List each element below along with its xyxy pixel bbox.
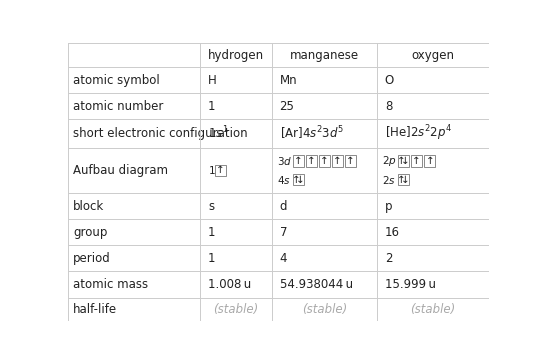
Text: ↓: ↓ — [296, 175, 305, 184]
Text: atomic mass: atomic mass — [73, 278, 148, 291]
Text: ↑: ↑ — [346, 156, 355, 166]
Bar — [398, 174, 409, 186]
Bar — [411, 156, 422, 167]
Bar — [345, 156, 356, 167]
Text: block: block — [73, 200, 104, 213]
Bar — [398, 156, 409, 167]
Text: $2p$: $2p$ — [382, 154, 397, 168]
Text: (stable): (stable) — [411, 303, 456, 316]
Bar — [424, 156, 435, 167]
Text: s: s — [208, 200, 214, 213]
Text: hydrogen: hydrogen — [208, 49, 264, 62]
Text: ↑: ↑ — [425, 156, 434, 166]
Text: ↑: ↑ — [294, 156, 303, 166]
Text: 4: 4 — [280, 252, 287, 265]
Text: ↑: ↑ — [320, 156, 329, 166]
Text: $[\mathrm{He}]2s^{2}2p^{4}$: $[\mathrm{He}]2s^{2}2p^{4}$ — [385, 123, 452, 143]
Text: 1: 1 — [208, 100, 216, 113]
Text: H: H — [208, 74, 217, 87]
Bar — [306, 156, 317, 167]
Text: ↑: ↑ — [333, 156, 342, 166]
Bar — [332, 156, 343, 167]
Bar — [293, 174, 304, 186]
Text: 15.999 u: 15.999 u — [385, 278, 435, 291]
Text: O: O — [385, 74, 394, 87]
Text: $1s^{1}$: $1s^{1}$ — [208, 125, 229, 142]
Text: ↑: ↑ — [412, 156, 421, 166]
Text: ↑: ↑ — [397, 156, 406, 166]
Text: ↑: ↑ — [397, 175, 406, 184]
Text: p: p — [385, 200, 392, 213]
Text: ↑: ↑ — [292, 175, 301, 184]
Text: 1: 1 — [208, 226, 216, 239]
Text: manganese: manganese — [290, 49, 359, 62]
Text: 1: 1 — [208, 252, 216, 265]
Text: $3d$: $3d$ — [277, 155, 292, 167]
Text: (stable): (stable) — [213, 303, 259, 316]
Text: 54.938044 u: 54.938044 u — [280, 278, 352, 291]
Text: half-life: half-life — [73, 303, 117, 316]
Text: 1.008 u: 1.008 u — [208, 278, 251, 291]
Text: ↓: ↓ — [401, 156, 410, 166]
Bar — [319, 156, 330, 167]
Text: (stable): (stable) — [302, 303, 347, 316]
Text: short electronic configuration: short electronic configuration — [73, 127, 248, 140]
Text: 2: 2 — [385, 252, 392, 265]
Text: d: d — [280, 200, 287, 213]
Text: $1s$: $1s$ — [208, 164, 222, 177]
Text: ↑: ↑ — [216, 165, 225, 175]
Bar — [293, 156, 304, 167]
Text: $[\mathrm{Ar}]4s^{2}3d^{5}$: $[\mathrm{Ar}]4s^{2}3d^{5}$ — [280, 125, 344, 142]
Text: 16: 16 — [385, 226, 400, 239]
Text: atomic number: atomic number — [73, 100, 163, 113]
Bar — [215, 165, 226, 176]
Text: 25: 25 — [280, 100, 294, 113]
Text: Mn: Mn — [280, 74, 297, 87]
Text: oxygen: oxygen — [412, 49, 454, 62]
Text: group: group — [73, 226, 108, 239]
Text: 8: 8 — [385, 100, 392, 113]
Text: period: period — [73, 252, 111, 265]
Text: ↓: ↓ — [401, 175, 410, 184]
Text: $4s$: $4s$ — [277, 174, 291, 186]
Text: $2s$: $2s$ — [382, 174, 396, 186]
Text: Aufbau diagram: Aufbau diagram — [73, 164, 168, 177]
Text: 7: 7 — [280, 226, 287, 239]
Text: atomic symbol: atomic symbol — [73, 74, 160, 87]
Text: ↑: ↑ — [307, 156, 316, 166]
